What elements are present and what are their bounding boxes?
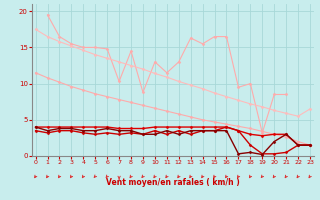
X-axis label: Vent moyen/en rafales ( km/h ): Vent moyen/en rafales ( km/h ) xyxy=(106,178,240,187)
